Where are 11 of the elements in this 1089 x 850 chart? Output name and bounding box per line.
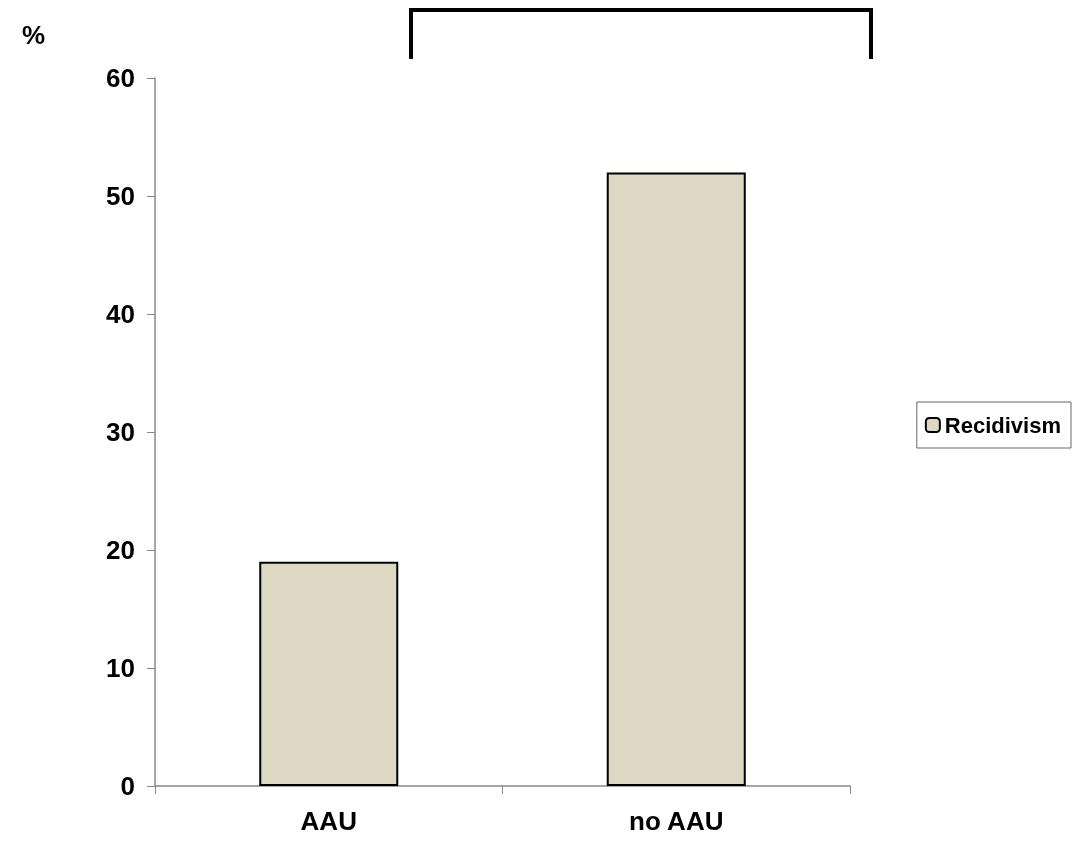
y-tick-label: 0 — [120, 771, 135, 801]
legend-label: Recidivism — [944, 412, 1062, 438]
y-tick-label: 50 — [106, 181, 135, 211]
y-tick-label: 20 — [106, 535, 135, 565]
x-tick-label: no AAU — [629, 806, 724, 836]
x-tick-label: AAU — [300, 806, 357, 836]
y-tick-label: 10 — [106, 653, 135, 683]
y-tick-label: 30 — [106, 417, 135, 447]
y-tick-label: 60 — [106, 63, 135, 93]
y-tick-label: 40 — [106, 299, 135, 329]
y-axis-title: % — [21, 20, 45, 50]
